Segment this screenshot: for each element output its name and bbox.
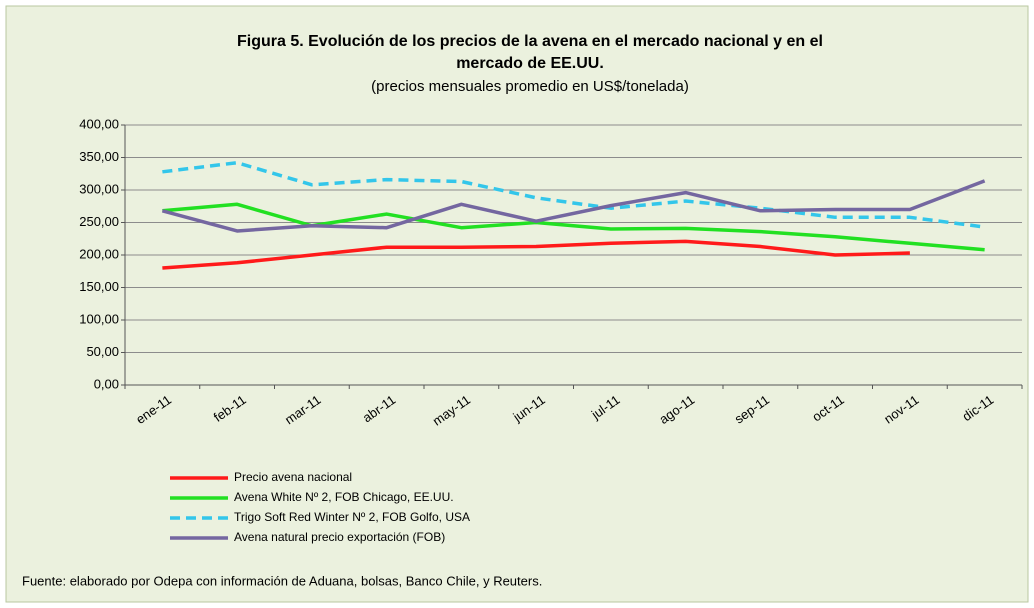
series-line (162, 202, 985, 252)
chart-frame (5, 5, 1029, 603)
y-tick-label: 0,00 (94, 376, 119, 391)
y-tick-label: 350,00 (79, 149, 119, 164)
series-line (161, 179, 986, 233)
legend-label: Avena White Nº 2, FOB Chicago, EE.UU. (234, 490, 454, 504)
legend-label: Precio avena nacional (234, 470, 352, 484)
y-tick-label: 250,00 (79, 214, 119, 229)
legend-label: Trigo Soft Red Winter Nº 2, FOB Golfo, U… (234, 510, 470, 524)
y-tick-label: 100,00 (79, 311, 119, 326)
series-line (162, 239, 910, 270)
source-note: Fuente: elaborado por Odepa con informac… (22, 573, 542, 588)
chart-title-line2: mercado de EE.UU. (456, 55, 604, 72)
y-tick-label: 200,00 (79, 246, 119, 261)
y-tick-label: 50,00 (86, 344, 119, 359)
y-tick-label: 300,00 (79, 181, 119, 196)
chart-subtitle: (precios mensuales promedio en US$/tonel… (371, 78, 689, 95)
y-tick-label: 400,00 (79, 116, 119, 131)
series-line (162, 160, 985, 229)
y-tick-label: 150,00 (79, 279, 119, 294)
chart-title: Figura 5. Evolución de los precios de la… (237, 33, 823, 50)
legend-label: Avena natural precio exportación (FOB) (234, 530, 445, 544)
